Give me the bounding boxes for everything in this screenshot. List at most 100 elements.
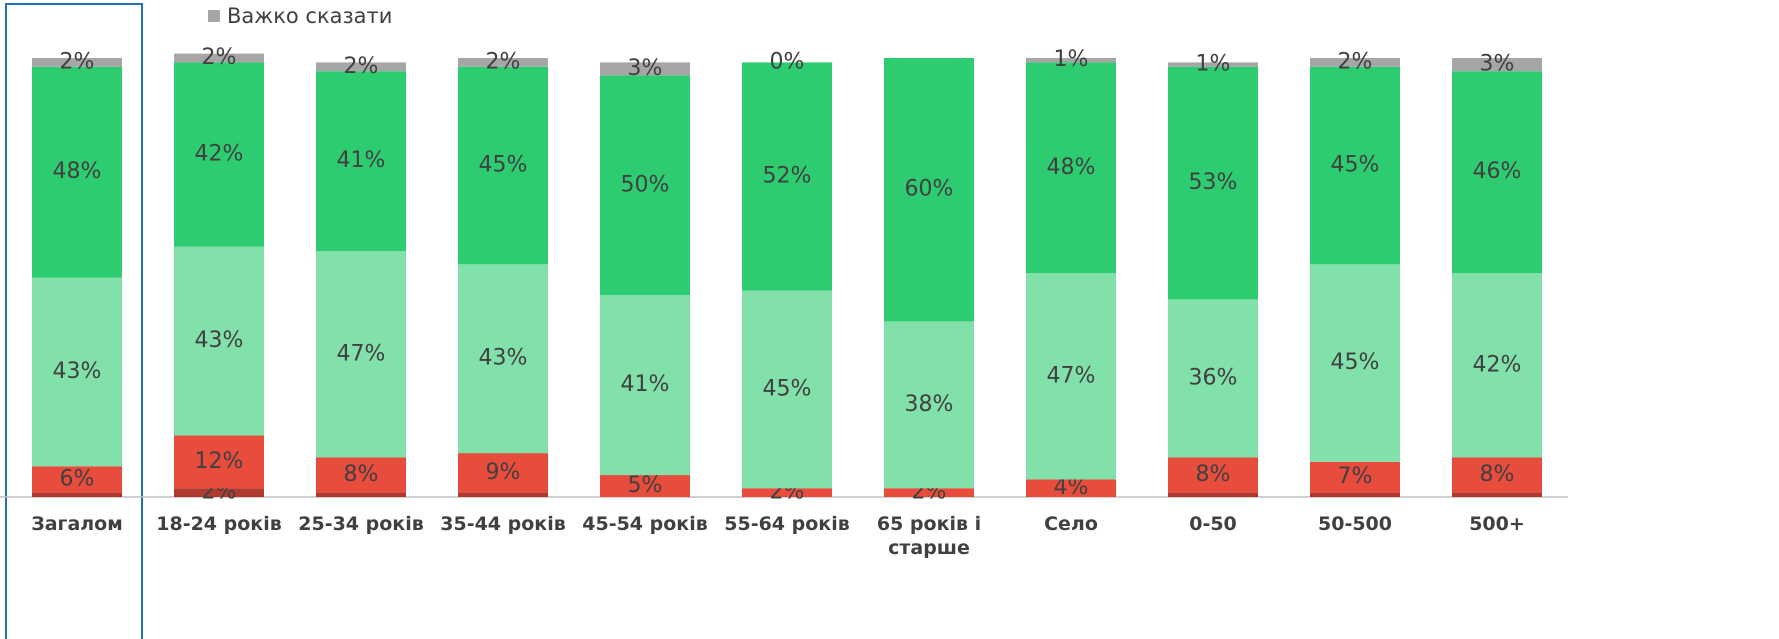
data-label: 2% — [202, 45, 237, 70]
bar-segment — [1310, 66, 1400, 265]
bar-segment — [884, 321, 974, 489]
data-label: 45% — [763, 376, 812, 401]
bar-segment — [1168, 299, 1258, 458]
x-tick-label: 45-54 років — [582, 513, 708, 535]
data-label: 8% — [1480, 462, 1515, 487]
bar-segment — [742, 62, 832, 291]
data-label: 46% — [1473, 159, 1522, 184]
bar-segment — [1310, 492, 1400, 497]
bar-segment — [1168, 492, 1258, 497]
bar-segment — [174, 435, 264, 489]
bar-segment — [458, 58, 548, 67]
data-label: 2% — [1338, 49, 1373, 74]
data-label: 12% — [195, 449, 244, 474]
x-tick-label: 65 років і старше — [876, 513, 982, 559]
data-label: 3% — [628, 56, 663, 81]
bar-segment — [1168, 66, 1258, 300]
x-tick-label: 55-64 років — [724, 513, 850, 535]
data-label: 9% — [486, 460, 521, 485]
data-label: 5% — [628, 473, 663, 498]
x-tick-label: 35-44 років — [440, 513, 566, 535]
data-label: 43% — [53, 359, 102, 384]
data-label: 47% — [1047, 363, 1096, 388]
bar-segment — [32, 277, 122, 467]
x-tick-label: 25-34 років — [298, 513, 424, 535]
data-label: 2% — [486, 49, 521, 74]
bar-segment — [1452, 71, 1542, 274]
bar-segment — [316, 71, 406, 252]
bar-segment — [742, 290, 832, 489]
bar-segment — [32, 66, 122, 278]
data-label: 7% — [1338, 464, 1373, 489]
data-label: 53% — [1189, 170, 1238, 195]
data-label: 43% — [479, 346, 528, 371]
data-label: 38% — [905, 392, 954, 417]
x-tick-label: 500+ — [1469, 513, 1525, 535]
data-label: 47% — [337, 341, 386, 366]
bar-segment — [32, 492, 122, 497]
data-label: 0% — [770, 49, 805, 74]
data-label: 45% — [1331, 153, 1380, 178]
bar-segment — [742, 488, 832, 497]
x-tick-label: Село — [1044, 513, 1098, 535]
bar-segment — [174, 488, 264, 497]
bar-segment — [1452, 492, 1542, 497]
bar-segment — [458, 453, 548, 493]
bar-segment — [1452, 58, 1542, 72]
x-tick-label: 50-500 — [1318, 513, 1392, 535]
data-label: 45% — [479, 153, 528, 178]
legend-label: Важко сказати — [227, 4, 392, 28]
bar-segment — [316, 62, 406, 72]
x-tick-label: Загалом — [31, 513, 123, 535]
bar-segment — [1310, 461, 1400, 493]
data-label: 43% — [195, 328, 244, 353]
x-tick-label: 0-50 — [1189, 513, 1237, 535]
bar-segment — [1452, 457, 1542, 493]
data-label: 50% — [621, 172, 670, 197]
data-label: 52% — [763, 164, 812, 189]
data-label: 48% — [53, 159, 102, 184]
bar-segment — [1310, 264, 1400, 462]
bar-segment — [884, 488, 974, 497]
bar-segment — [1310, 58, 1400, 67]
bar-segment — [600, 295, 690, 476]
bar-segment — [1026, 62, 1116, 274]
data-label: 1% — [1196, 52, 1231, 77]
bar-segment — [32, 58, 122, 67]
data-label: 41% — [337, 148, 386, 173]
bar-segment — [458, 264, 548, 454]
data-label: 41% — [621, 372, 670, 397]
x-tick-label: 18-24 років — [156, 513, 282, 535]
data-label: 2% — [344, 54, 379, 79]
bar-segment — [1026, 479, 1116, 497]
data-label: 2% — [60, 49, 95, 74]
bar-segment — [600, 475, 690, 497]
legend-swatch — [208, 10, 220, 22]
bar-segment — [884, 58, 974, 322]
bar-segment — [458, 66, 548, 265]
data-label: 3% — [1480, 52, 1515, 77]
data-label: 36% — [1189, 365, 1238, 390]
data-label: 42% — [195, 142, 244, 167]
highlight-box — [5, 3, 143, 639]
bar-segment — [32, 466, 122, 493]
bar-segment — [600, 75, 690, 296]
bar-segment — [1026, 58, 1116, 63]
bar-segment — [1026, 273, 1116, 480]
bar-segment — [316, 251, 406, 458]
bar-segment — [1452, 273, 1542, 458]
data-label: 8% — [344, 462, 379, 487]
bar-segment — [1168, 457, 1258, 493]
bar-segment — [1168, 62, 1258, 67]
data-label: 1% — [1054, 47, 1089, 72]
bar-segment — [600, 62, 690, 76]
data-label: 45% — [1331, 350, 1380, 375]
data-label: 48% — [1047, 155, 1096, 180]
data-label: 8% — [1196, 462, 1231, 487]
data-label: 42% — [1473, 352, 1522, 377]
data-label: 6% — [60, 466, 95, 491]
bar-segment — [316, 457, 406, 493]
bar-segment — [316, 492, 406, 497]
